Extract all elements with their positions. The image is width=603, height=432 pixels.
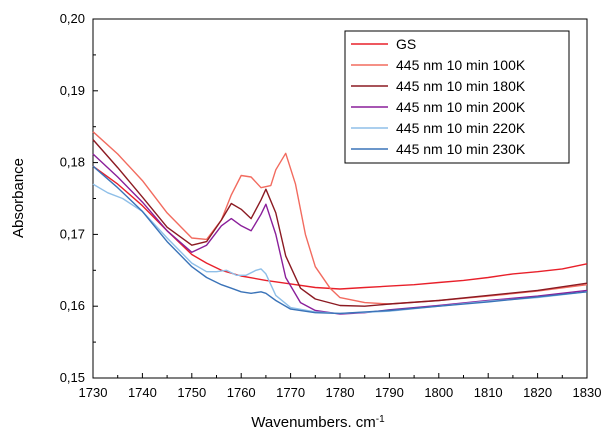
legend-label: 445 nm 10 min 100K — [396, 57, 526, 73]
y-axis-title: Absorbance — [10, 158, 27, 238]
y-axis-ticks: 0,15 0,16 0,17 0,18 0,19 0,20 — [60, 11, 98, 385]
legend-label: GS — [396, 36, 416, 52]
y-tick-label: 0,15 — [60, 370, 85, 385]
x-tick-label: 1760 — [227, 385, 256, 400]
series-line-3 — [92, 139, 588, 307]
legend-label: 445 nm 10 min 180K — [396, 78, 526, 94]
x-tick-label: 1740 — [128, 385, 157, 400]
y-tick-label: 0,16 — [60, 298, 85, 313]
x-tick-label: 1730 — [79, 385, 108, 400]
y-tick-label: 0,20 — [60, 11, 85, 26]
x-tick-label: 1750 — [177, 385, 206, 400]
x-axis-ticks: 1730 1740 1750 1760 1770 1780 1790 1800 1810 1820… — [79, 373, 602, 400]
x-tick-label: 1770 — [276, 385, 305, 400]
x-tick-label: 1820 — [523, 385, 552, 400]
legend-label: 445 nm 10 min 220K — [396, 120, 526, 136]
series-layer — [92, 131, 588, 315]
x-tick-label: 1790 — [375, 385, 404, 400]
y-tick-label: 0,19 — [60, 83, 85, 98]
x-tick-label: 1800 — [424, 385, 453, 400]
legend: GS 445 nm 10 min 100K 445 nm 10 min 180K 44… — [344, 30, 570, 164]
legend-label: 445 nm 10 min 200K — [396, 99, 526, 115]
y-tick-label: 0,18 — [60, 155, 85, 170]
x-tick-label: 1830 — [573, 385, 602, 400]
series-line-4 — [92, 153, 588, 315]
legend-label: 445 nm 10 min 230K — [396, 141, 526, 157]
series-line-6 — [92, 165, 588, 315]
x-tick-label: 1810 — [474, 385, 503, 400]
x-axis-title: Wavenumbers. cm-1 — [251, 414, 385, 431]
x-tick-label: 1780 — [326, 385, 355, 400]
legend-box — [344, 30, 570, 164]
series-line-1 — [92, 165, 588, 290]
y-tick-label: 0,17 — [60, 226, 85, 241]
